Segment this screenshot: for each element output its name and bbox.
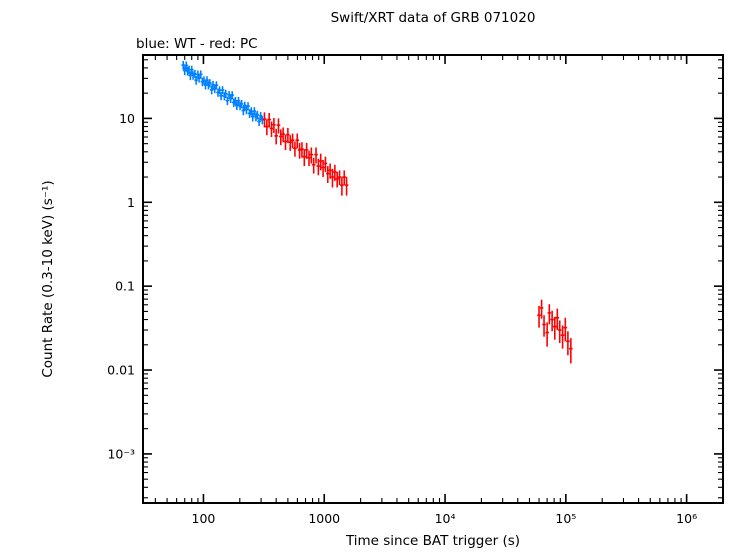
- y-tick-label: 0.1: [115, 279, 135, 294]
- y-tick-label: 10⁻³: [107, 446, 135, 461]
- pc-series: [262, 112, 573, 364]
- wt-series: [181, 60, 265, 127]
- x-tick-label: 10⁴: [435, 511, 456, 526]
- plot-area: 100 1000 10⁴ 10⁵ 10⁶ 10 1 0.1 0.01 10⁻³: [107, 54, 724, 526]
- x-tick-label: 10⁶: [676, 511, 697, 526]
- legend-note: blue: WT - red: PC: [136, 36, 258, 52]
- plot-frame: [142, 54, 724, 504]
- x-tick-label: 100: [192, 511, 216, 526]
- y-tick-label: 10: [119, 111, 135, 126]
- y-tick-label: 1: [127, 195, 135, 210]
- x-axis-label: Time since BAT trigger (s): [345, 533, 520, 549]
- axes-ticks: 100 1000 10⁴ 10⁵ 10⁶ 10 1 0.1 0.01 10⁻³: [107, 55, 723, 526]
- x-tick-label: 1000: [308, 511, 340, 526]
- chart-title: Swift/XRT data of GRB 071020: [331, 10, 536, 26]
- x-tick-label: 10⁵: [555, 511, 576, 526]
- y-axis-label: Count Rate (0.3-10 keV) (s⁻¹): [40, 180, 56, 377]
- y-tick-label: 0.01: [107, 363, 135, 378]
